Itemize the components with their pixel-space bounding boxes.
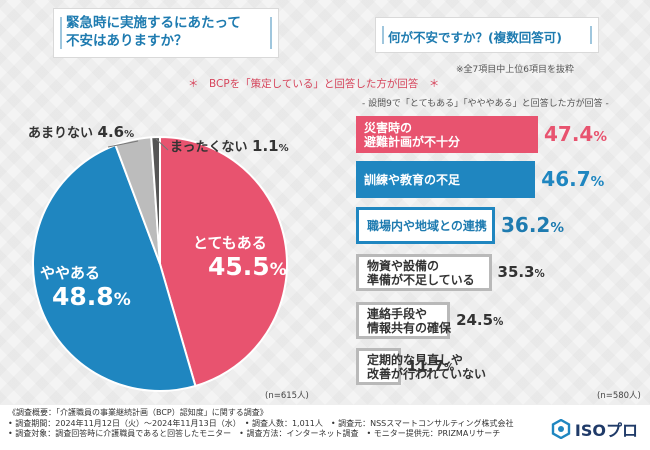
bar-item-1: 災害時の 避難計画が不十分 — [356, 116, 538, 153]
pie-value-totemoaru: 45.5% — [208, 252, 287, 281]
pie-label-yayaaru: ややある — [40, 264, 101, 282]
pie-slice-yayaaru — [32, 143, 197, 392]
bar-label-3: 職場内や地域との連携 — [367, 219, 487, 233]
question2-text: 何が不安ですか？(複数回答可) — [388, 30, 562, 45]
pie-slice-totemoaru — [159, 135, 288, 388]
leader-mattakunai — [155, 138, 169, 151]
iso-pro-logo: ISOプロ — [551, 417, 638, 441]
bar-value-5: 24.5% — [456, 310, 504, 329]
bar-label-line2: 準備が不足している — [367, 272, 475, 287]
footer-line3: • 調査対象：調査回答時に介護職員であると回答したモニター • 調査方法：インタ… — [8, 429, 501, 438]
bar-label-6: 定期的な見直しや 改善が行われていない — [367, 353, 486, 381]
bar-item-2: 訓練や教育の不足 — [356, 161, 536, 198]
bar-label-5: 連絡手段や 情報共有の確保 — [367, 307, 451, 335]
bar-label-line2: 改善が行われていない — [367, 366, 487, 381]
bar-value-1: 47.4% — [544, 121, 607, 146]
bar-item-4: 物資や設備の 準備が不足している — [356, 254, 492, 291]
pie-n: (n=615人) — [265, 391, 309, 401]
bar-item-6: 定期的な見直しや 改善が行われていない — [356, 348, 486, 385]
logo-text: ISOプロ — [574, 421, 638, 440]
pie-label-amarinai: あまりない 4.6% — [28, 123, 135, 141]
setsumon-note: - 設問9で「とてもある」「やややある」と回答した方が回答 - — [362, 99, 609, 109]
question1-box: 緊急時に実施するにあたって 不安はありますか？ — [53, 8, 279, 58]
bar-label-line2: 情報共有の確保 — [367, 320, 452, 335]
pie-label-totemoaru: とてもある — [193, 234, 267, 252]
bar-value-3: 36.2% — [500, 212, 564, 237]
bar-label-line1: 職場内や地域との連携 — [367, 218, 487, 233]
top7-note: ※全7項目中上位6項目を抜粋 — [456, 65, 574, 75]
bar-label-line1: 災害時の — [364, 120, 413, 135]
pie-chart — [32, 135, 288, 392]
question1-line1: 緊急時に実施するにあたって — [66, 15, 241, 31]
question2-box: 何が不安ですか？(複数回答可) — [375, 17, 599, 53]
bar-label-4: 物資や設備の 準備が不足している — [367, 259, 475, 287]
footer-line1: 《調査概要：「介護職員の事業継続計画（BCP）認知度」に関する調査》 — [8, 408, 268, 417]
bar-label-line1: 連絡手段や — [367, 306, 428, 321]
bar-value-6: 11.7% — [406, 356, 455, 375]
logo-hex-icon — [551, 419, 571, 439]
bar-label-line2: 避難計画が不十分 — [364, 134, 461, 149]
bar-label-line1: 物資や設備の — [367, 258, 440, 273]
bar-value-2: 46.7% — [541, 166, 605, 191]
bar-label-line1: 訓練や教育の不足 — [364, 172, 461, 187]
footer-line2: • 調査期間：2024年11月12日（火）〜2024年11月13日（水） • 調… — [8, 418, 514, 428]
bar-label-line1: 定期的な見直しや — [367, 352, 463, 367]
bar-item-5: 連絡手段や 情報共有の確保 — [356, 302, 451, 339]
pie-label-mattakunai: まったくない 1.1% — [170, 137, 289, 155]
pie-slice-mattakunai — [150, 135, 161, 265]
bcp-note: ＊ BCPを「策定している」と回答した方が回答 ＊ — [188, 78, 440, 90]
leader-amarinai — [107, 140, 139, 148]
bar-value-4: 35.3% — [497, 262, 545, 281]
bar-label-2: 訓練や教育の不足 — [364, 173, 460, 187]
bar-n: (n=580人) — [597, 391, 641, 401]
bar-item-3: 職場内や地域との連携 — [356, 207, 495, 244]
question1-line2: 不安はありますか？ — [66, 33, 188, 49]
footer: 《調査概要：「介護職員の事業継続計画（BCP）認知度」に関する調査》 • 調査期… — [0, 405, 650, 450]
pie-value-yayaaru: 48.8% — [52, 282, 131, 311]
bar-label-1: 災害時の 避難計画が不十分 — [364, 121, 460, 149]
